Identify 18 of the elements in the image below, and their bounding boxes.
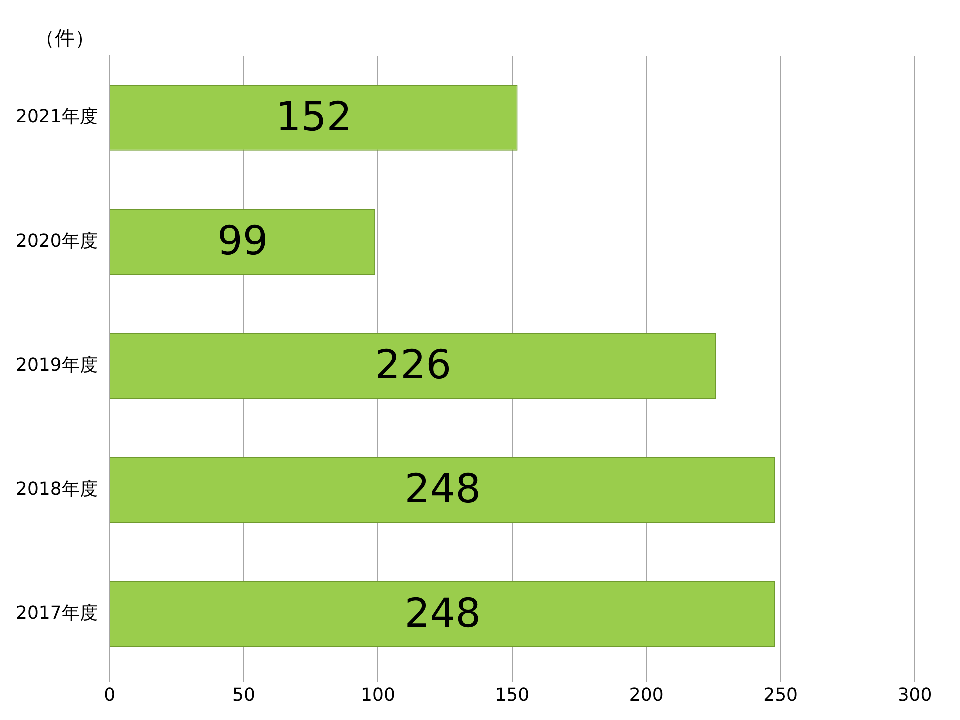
x-tick-label: 250 bbox=[764, 684, 798, 706]
data-label: 248 bbox=[404, 466, 482, 513]
y-tick-label: 2021年度 bbox=[16, 106, 98, 128]
x-tick-label: 50 bbox=[232, 684, 256, 706]
data-label: 152 bbox=[276, 94, 352, 140]
data-label: 99 bbox=[217, 218, 268, 265]
y-tick-label: 2018年度 bbox=[16, 478, 98, 500]
y-tick-label: 2019年度 bbox=[16, 354, 98, 376]
y-tick-label: 2017年度 bbox=[16, 603, 98, 624]
data-label: 226 bbox=[375, 342, 452, 389]
x-tick-label: 150 bbox=[495, 684, 530, 706]
x-tick-label: 200 bbox=[629, 684, 664, 706]
x-tick-label: 0 bbox=[104, 684, 116, 706]
y-axis-title: （件） bbox=[35, 26, 95, 50]
data-label: 248 bbox=[404, 590, 482, 637]
x-tick-label: 100 bbox=[361, 684, 396, 706]
y-tick-label: 2020年度 bbox=[16, 230, 98, 252]
x-tick-label: 300 bbox=[898, 684, 932, 706]
